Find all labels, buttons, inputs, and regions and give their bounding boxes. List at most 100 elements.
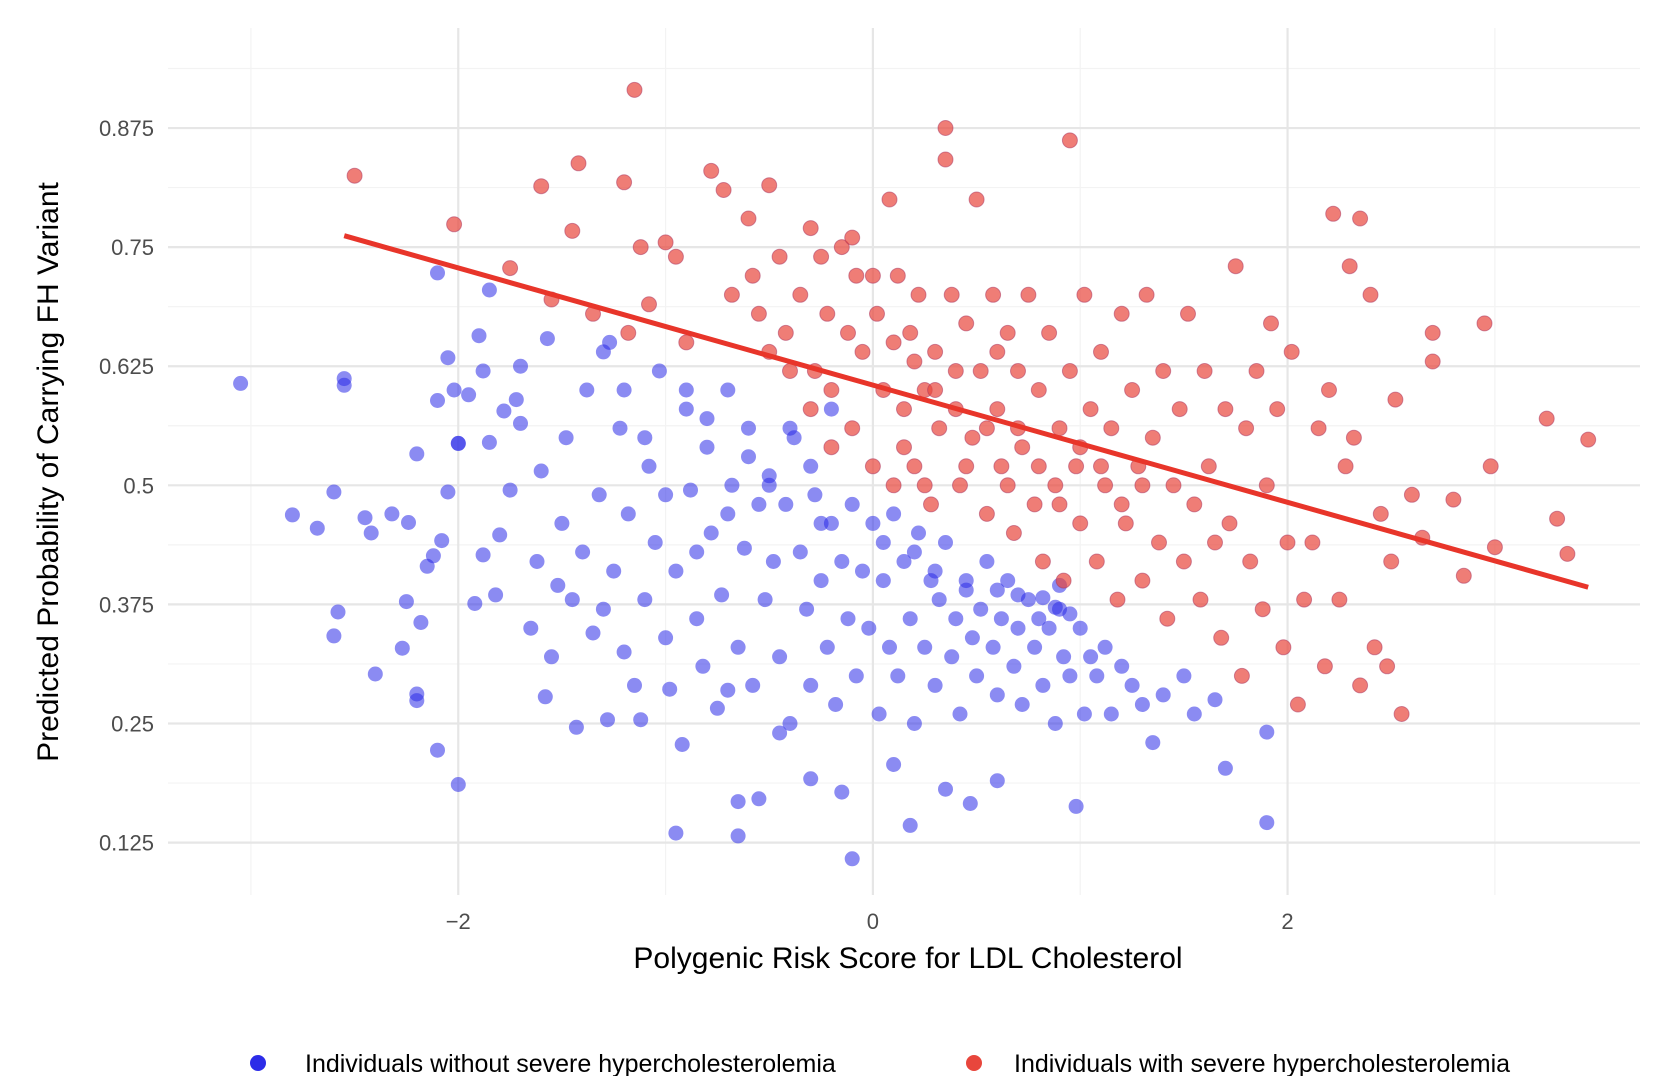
data-point bbox=[1005, 525, 1022, 541]
data-point bbox=[616, 644, 632, 660]
data-point bbox=[689, 611, 705, 627]
data-point bbox=[771, 248, 788, 265]
data-point bbox=[1263, 315, 1279, 332]
data-point bbox=[958, 315, 975, 332]
data-point bbox=[757, 592, 773, 608]
data-point bbox=[674, 737, 690, 752]
data-point bbox=[724, 477, 740, 493]
data-point bbox=[1072, 515, 1089, 532]
data-point bbox=[1238, 420, 1255, 437]
data-point bbox=[309, 520, 325, 536]
data-point bbox=[1151, 534, 1167, 551]
data-point bbox=[1097, 477, 1114, 494]
data-point bbox=[807, 487, 823, 503]
data-point bbox=[979, 554, 995, 569]
legend: Individuals without severe hypercholeste… bbox=[250, 1050, 1510, 1076]
data-point bbox=[496, 403, 512, 419]
data-point bbox=[699, 411, 715, 427]
data-point bbox=[1144, 429, 1161, 446]
x-axis-title: Polygenic Risk Score for LDL Cholesterol bbox=[633, 942, 1182, 975]
data-point bbox=[1030, 458, 1047, 475]
y-tick-label: 0.625 bbox=[99, 354, 154, 379]
data-point bbox=[564, 592, 580, 608]
data-point bbox=[1062, 668, 1078, 684]
data-point bbox=[962, 796, 978, 811]
data-point bbox=[973, 601, 989, 617]
data-point bbox=[1061, 132, 1078, 149]
data-point bbox=[425, 548, 441, 564]
data-point bbox=[1196, 363, 1213, 379]
data-point bbox=[1010, 587, 1026, 603]
data-point bbox=[813, 515, 829, 531]
data-point bbox=[384, 506, 400, 522]
data-point bbox=[481, 434, 497, 450]
data-point bbox=[1068, 798, 1084, 814]
data-point bbox=[1155, 363, 1172, 379]
data-point bbox=[1051, 496, 1068, 513]
data-point bbox=[931, 420, 948, 437]
data-point bbox=[803, 771, 819, 787]
data-point bbox=[834, 784, 850, 800]
data-point bbox=[492, 527, 508, 543]
data-point bbox=[1279, 534, 1296, 551]
data-point bbox=[989, 343, 1006, 360]
data-point bbox=[802, 220, 819, 237]
data-point bbox=[626, 81, 643, 98]
data-point bbox=[683, 482, 698, 498]
data-point bbox=[568, 719, 584, 735]
data-point bbox=[1000, 573, 1016, 589]
data-point bbox=[844, 496, 860, 512]
data-point bbox=[1041, 620, 1057, 636]
data-point bbox=[906, 353, 923, 370]
data-point bbox=[1207, 692, 1223, 708]
data-point bbox=[985, 286, 1002, 303]
data-point bbox=[233, 375, 249, 391]
data-point bbox=[730, 828, 746, 844]
data-point bbox=[969, 668, 985, 684]
data-point bbox=[1062, 606, 1078, 622]
data-point bbox=[430, 393, 445, 408]
data-point bbox=[1010, 620, 1026, 636]
data-point bbox=[964, 630, 980, 646]
data-point bbox=[1113, 305, 1130, 322]
data-point bbox=[1171, 401, 1188, 418]
data-point bbox=[1165, 477, 1182, 494]
data-point bbox=[699, 439, 715, 455]
data-point bbox=[964, 429, 981, 446]
data-point bbox=[886, 757, 902, 772]
data-point bbox=[1486, 539, 1503, 556]
data-point bbox=[792, 544, 808, 560]
data-point bbox=[1113, 496, 1130, 513]
data-point bbox=[1345, 429, 1362, 446]
data-point bbox=[579, 382, 595, 398]
data-point bbox=[570, 155, 587, 172]
y-tick-label: 0.125 bbox=[99, 831, 154, 856]
data-point bbox=[885, 334, 902, 351]
data-point bbox=[1321, 382, 1337, 398]
data-point bbox=[695, 658, 711, 674]
data-point bbox=[1217, 760, 1233, 776]
x-tick-label: 2 bbox=[1281, 909, 1293, 934]
data-point bbox=[881, 191, 898, 208]
data-point bbox=[641, 458, 657, 474]
data-point bbox=[1445, 491, 1462, 508]
data-point bbox=[1538, 410, 1555, 427]
data-point bbox=[1289, 696, 1306, 713]
data-point bbox=[1549, 510, 1566, 527]
data-point bbox=[446, 216, 463, 233]
data-point bbox=[819, 305, 836, 322]
data-point bbox=[978, 505, 995, 522]
data-point bbox=[1341, 258, 1358, 275]
data-point bbox=[823, 382, 840, 398]
data-point bbox=[761, 177, 778, 194]
data-point bbox=[641, 296, 657, 313]
data-point bbox=[1200, 458, 1217, 475]
data-point bbox=[819, 639, 835, 655]
y-tick-label: 0.5 bbox=[123, 473, 154, 498]
data-point bbox=[1296, 591, 1313, 608]
data-point bbox=[488, 587, 504, 603]
data-point bbox=[896, 439, 912, 456]
data-point bbox=[1061, 363, 1078, 379]
grid-lines bbox=[168, 28, 1640, 895]
data-point bbox=[668, 825, 684, 841]
